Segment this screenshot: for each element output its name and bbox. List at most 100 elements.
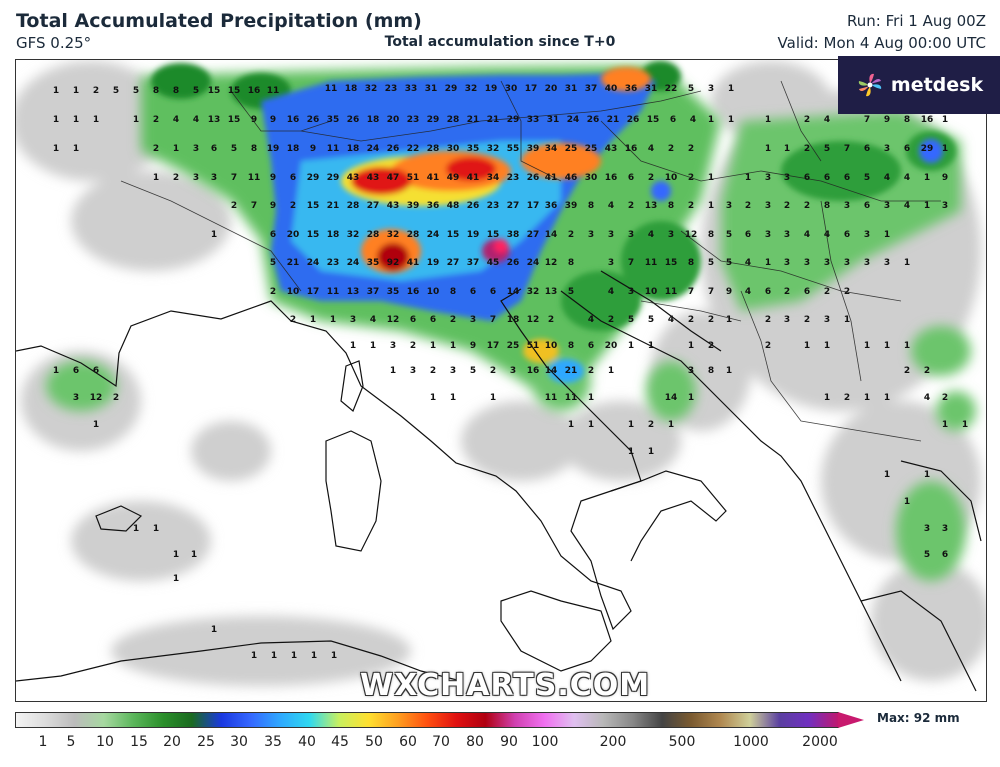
precip-value: 6 [765, 287, 771, 297]
precip-value: 5 [726, 230, 732, 240]
precip-value: 11 [565, 393, 578, 403]
precip-value: 22 [407, 144, 420, 154]
precip-value: 43 [605, 144, 618, 154]
precip-value: 1 [824, 393, 830, 403]
precip-value: 7 [708, 287, 714, 297]
precip-value: 28 [367, 230, 380, 240]
precip-value: 1 [728, 84, 734, 94]
precip-value: 6 [290, 173, 296, 183]
precip-value: 1 [924, 201, 930, 211]
precip-value: 12 [545, 258, 558, 268]
border-layer [120, 80, 941, 442]
colorbar-tick-label: 5 [66, 734, 76, 750]
precip-value: 33 [405, 84, 418, 94]
colorbar-tick-label: 10 [96, 734, 114, 750]
precip-value: 18 [345, 84, 358, 94]
precip-value: 6 [904, 144, 910, 154]
precip-value: 6 [824, 173, 830, 183]
precip-value: 19 [427, 258, 440, 268]
precip-value: 16 [287, 115, 300, 125]
precip-value: 2 [588, 366, 594, 376]
precip-value: 37 [367, 287, 380, 297]
colorbar-tick-label: 2000 [802, 734, 838, 750]
precip-value: 2 [688, 315, 694, 325]
precip-value: 40 [605, 84, 618, 94]
precip-value: 8 [904, 115, 910, 125]
precip-value: 21 [565, 366, 578, 376]
precip-value: 1 [133, 524, 139, 534]
precip-value: 1 [191, 550, 197, 560]
precip-value: 3 [410, 366, 416, 376]
precip-value: 1 [884, 341, 890, 351]
precip-value: 1 [864, 341, 870, 351]
precip-value: 6 [864, 144, 870, 154]
precip-value: 3 [824, 315, 830, 325]
precip-value: 39 [407, 201, 420, 211]
precip-value: 8 [153, 86, 159, 96]
precip-value: 2 [708, 315, 714, 325]
precip-value: 8 [708, 366, 714, 376]
precip-value: 32 [347, 230, 360, 240]
precip-value: 5 [924, 550, 930, 560]
precip-value: 9 [726, 287, 732, 297]
precip-value: 31 [425, 84, 438, 94]
precip-value: 1 [884, 230, 890, 240]
precip-value: 1 [924, 173, 930, 183]
precip-value: 11 [665, 287, 678, 297]
precip-value: 7 [688, 287, 694, 297]
precip-value: 14 [545, 230, 558, 240]
precip-value: 1 [726, 315, 732, 325]
colorbar-tick-label: 30 [230, 734, 248, 750]
precip-value: 4 [193, 115, 199, 125]
precip-value: 39 [565, 201, 578, 211]
precip-value: 1 [271, 651, 277, 661]
metdesk-logo: metdesk [838, 56, 1000, 114]
precip-value: 27 [447, 258, 460, 268]
precip-value: 15 [665, 258, 678, 268]
precip-value: 1 [93, 420, 99, 430]
precip-value: 2 [804, 201, 810, 211]
precip-value: 1 [942, 115, 948, 125]
precip-value: 43 [387, 201, 400, 211]
precip-value: 2 [290, 315, 296, 325]
precip-value: 1 [251, 651, 257, 661]
precip-value: 6 [670, 115, 676, 125]
precip-value: 2 [668, 144, 674, 154]
precip-value: 5 [470, 366, 476, 376]
precip-value: 3 [668, 230, 674, 240]
precip-value: 3 [765, 173, 771, 183]
precip-value: 1 [291, 651, 297, 661]
precip-value: 17 [487, 341, 500, 351]
colorbar-tick-label: 70 [432, 734, 450, 750]
precip-value: 8 [568, 258, 574, 268]
precip-value: 4 [608, 201, 614, 211]
precip-value: 1 [765, 115, 771, 125]
precip-value: 8 [450, 287, 456, 297]
precip-value: 1 [330, 315, 336, 325]
map-canvas: 1 1 2 5 5 8 8 5 15 15 16 11 11 18 32 23 33 31 29 32 19 30 17 20… [16, 61, 986, 692]
precip-value: 1 [864, 393, 870, 403]
precip-value: 3 [608, 230, 614, 240]
precip-value: 2 [270, 287, 276, 297]
precip-value: 4 [588, 315, 594, 325]
precip-value: 1 [784, 144, 790, 154]
precip-value: 14 [507, 287, 520, 297]
precip-value: 13 [208, 115, 221, 125]
precip-value: 27 [507, 201, 520, 211]
precip-value: 2 [548, 315, 554, 325]
precip-value: 1 [765, 144, 771, 154]
precip-value: 32 [465, 84, 478, 94]
precip-value: 11 [645, 258, 658, 268]
precip-value: 18 [347, 144, 360, 154]
chart-subtitle: Total accumulation since T+0 [384, 34, 616, 50]
precip-value: 2 [784, 201, 790, 211]
precip-value: 24 [427, 230, 440, 240]
precip-value: 16 [605, 173, 618, 183]
precip-value: 28 [447, 115, 460, 125]
precip-value: 5 [113, 86, 119, 96]
precip-value: 2 [648, 420, 654, 430]
colorbar-tick-label: 45 [331, 734, 349, 750]
precip-value: 3 [193, 144, 199, 154]
precip-value: 4 [745, 287, 751, 297]
precip-value: 49 [447, 173, 460, 183]
